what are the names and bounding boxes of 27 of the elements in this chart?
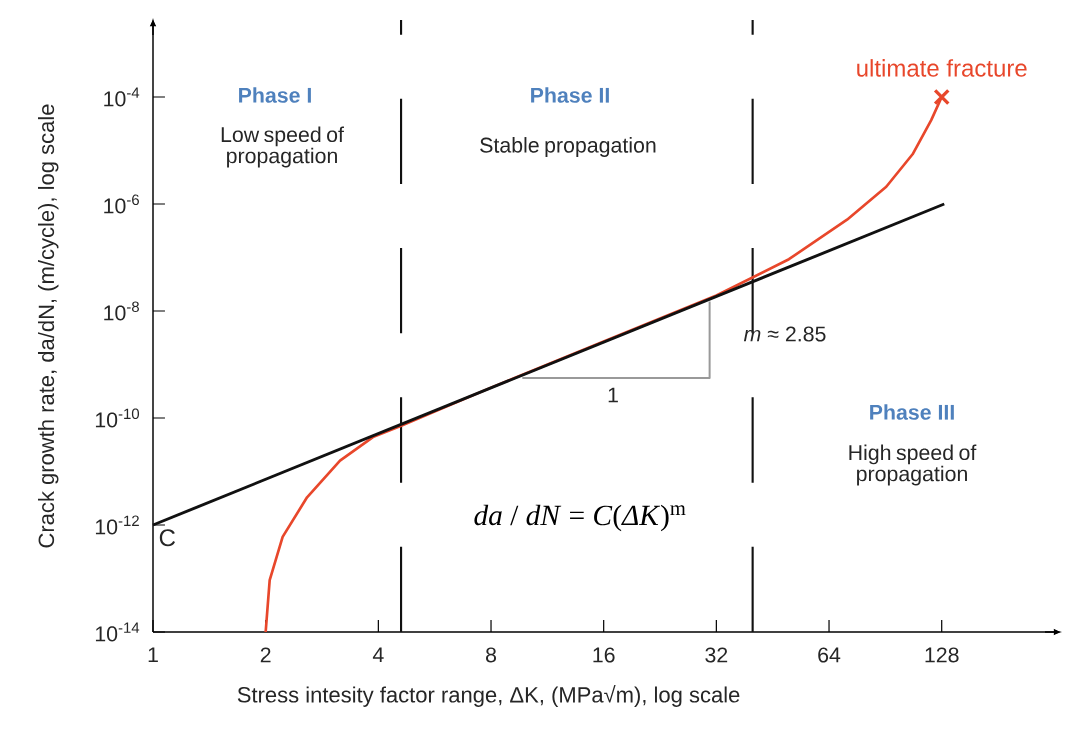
x-tick-label: 4 xyxy=(372,647,384,663)
x-tick-label: 32 xyxy=(705,647,728,663)
annotation: Stable propagation xyxy=(480,137,656,157)
annotation: Phase III xyxy=(870,404,954,420)
text: da / dN = C(ΔK)$^{m}$ xyxy=(474,504,686,532)
y-tick-label: 10$^{-10}$ xyxy=(95,408,140,428)
y-tick-label: 10$^{-12}$ xyxy=(95,515,139,535)
x-tick-label: 1 xyxy=(148,647,158,663)
annotation: ultimate fracture xyxy=(857,59,1027,77)
y-tick-label: 10$^{-14}$ xyxy=(95,622,140,642)
annotation: Phase II xyxy=(531,87,609,103)
y-tick-label: 10$^{-8}$ xyxy=(104,301,139,321)
annotation: Low speed of propagation xyxy=(221,126,344,168)
x-tick-label: 8 xyxy=(486,647,497,663)
y-axis-title: Crack growth rate, da/dN, (m/cycle), log scale xyxy=(37,104,59,548)
x-tick-label: 128 xyxy=(925,647,959,663)
x-tick-label: 16 xyxy=(593,647,615,663)
annotation: High speed of propagation xyxy=(849,444,977,486)
y-tick-label: 10$^{-6}$ xyxy=(104,194,139,214)
annotation: 1 xyxy=(608,387,618,403)
x-axis-title: Stress intesity factor range, ΔK, (MPa√m), log scale xyxy=(237,684,740,707)
annotation: Phase I xyxy=(239,87,311,103)
annotation: C xyxy=(159,529,176,547)
annotation: m ≈ 2.85 xyxy=(743,326,826,342)
x-tick-label: 2 xyxy=(260,647,271,663)
x-tick-label: 64 xyxy=(818,647,841,663)
y-tick-label: 10$^{-4}$ xyxy=(104,87,140,107)
